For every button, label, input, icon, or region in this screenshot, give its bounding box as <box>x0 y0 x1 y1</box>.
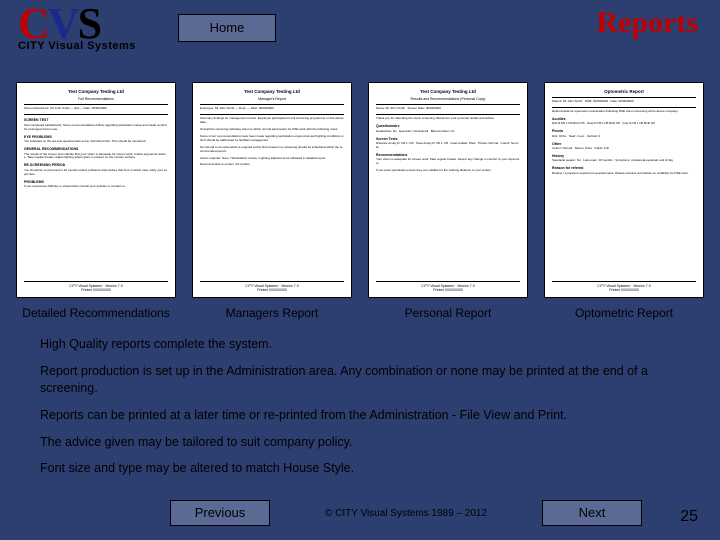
page-title: Reports <box>596 6 698 40</box>
body-line-5: Font size and type may be altered to mat… <box>40 460 690 477</box>
body-text: High Quality reports complete the system… <box>40 336 690 487</box>
body-line-2: Report production is set up in the Admin… <box>40 363 690 397</box>
report-card-optometric: Optometric Report Patient: Mr John Smith… <box>544 82 704 320</box>
logo: CVS CITY Visual Systems <box>18 4 136 52</box>
body-line-4: The advice given may be tailored to suit… <box>40 434 690 451</box>
report-card-managers: Test Company Testing Ltd Manager's Repor… <box>192 82 352 320</box>
home-button[interactable]: Home <box>178 14 276 42</box>
report-label-detailed: Detailed Recommendations <box>22 306 169 320</box>
report-card-detailed: Test Company Testing Ltd Full Recommenda… <box>16 82 176 320</box>
next-button[interactable]: Next <box>542 500 642 526</box>
previous-button[interactable]: Previous <box>170 500 270 526</box>
report-label-optometric: Optometric Report <box>575 306 673 320</box>
report-thumb-detailed[interactable]: Test Company Testing Ltd Full Recommenda… <box>16 82 176 298</box>
report-label-personal: Personal Report <box>405 306 492 320</box>
footer-row: Previous © CITY Visual Systems 1989 – 20… <box>0 500 720 526</box>
report-thumb-personal[interactable]: Test Company Testing Ltd Results and Rec… <box>368 82 528 298</box>
report-thumb-optometric[interactable]: Optometric Report Patient: Mr John Smith… <box>544 82 704 298</box>
copyright: © CITY Visual Systems 1989 – 2012 <box>270 508 542 519</box>
logo-letters: CVS <box>18 4 136 44</box>
reports-row: Test Company Testing Ltd Full Recommenda… <box>16 82 704 320</box>
body-line-3: Reports can be printed at a later time o… <box>40 407 690 424</box>
page-number: 25 <box>680 508 698 526</box>
report-card-personal: Test Company Testing Ltd Results and Rec… <box>368 82 528 320</box>
logo-subtitle: CITY Visual Systems <box>18 40 136 52</box>
report-thumb-managers[interactable]: Test Company Testing Ltd Manager's Repor… <box>192 82 352 298</box>
body-line-1: High Quality reports complete the system… <box>40 336 690 353</box>
report-label-managers: Managers Report <box>226 306 319 320</box>
